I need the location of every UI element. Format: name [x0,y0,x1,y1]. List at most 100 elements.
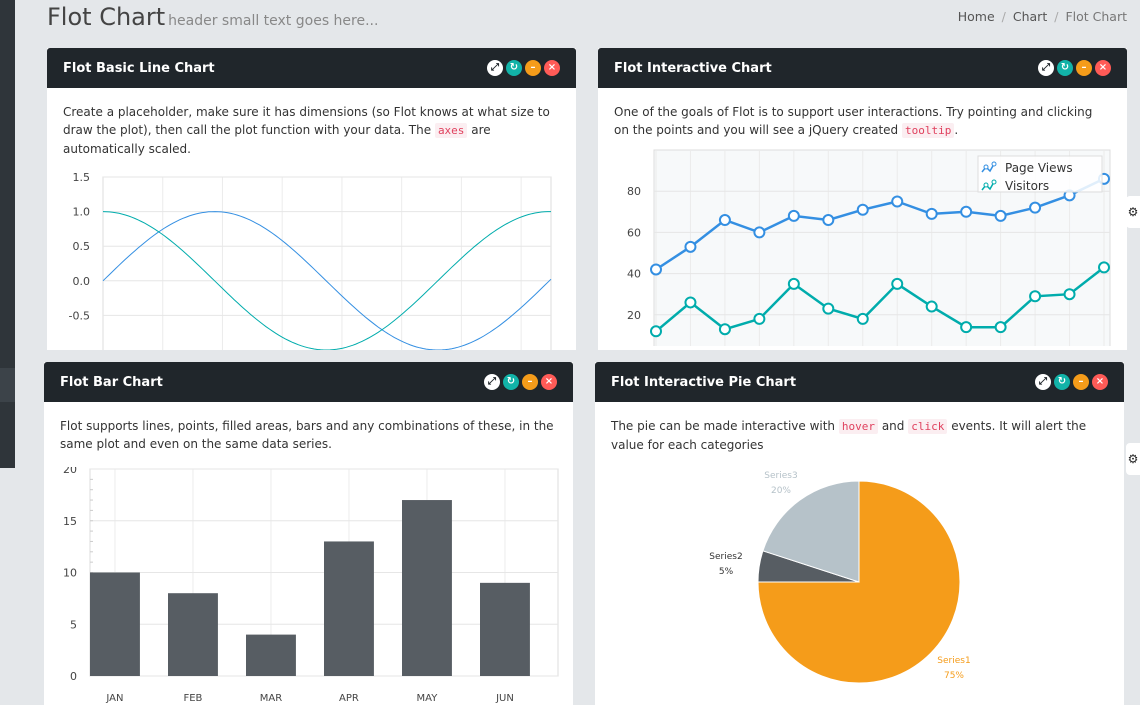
x-tick-label: APR [339,693,359,704]
desc-text: are automatically scaled. [63,123,491,156]
breadcrumb-chart[interactable]: Chart [1012,9,1048,24]
expand-icon[interactable]: ⤢ [1035,374,1051,390]
data-point [960,205,973,218]
desc-text: The pie can be made interactive with [611,419,836,433]
breadcrumb: Home / Chart / Flot Chart [958,9,1127,24]
data-point [925,300,938,313]
remove-icon[interactable]: × [1092,374,1108,390]
panel-title: Flot Basic Line Chart [63,60,215,76]
desc-text: Create a placeholder, make sure it has d… [63,105,550,137]
data-point [960,321,973,334]
reload-icon[interactable]: ↻ [1054,374,1070,390]
data-point [994,321,1007,334]
panel-basic-line-chart: Flot Basic Line Chart ⤢ ↻ – × Create a p… [47,48,576,350]
minimize-icon[interactable]: – [1076,60,1092,76]
panel-title: Flot Bar Chart [60,374,163,390]
y-tick-label: 0 [70,670,77,683]
sidebar-active-item[interactable] [0,368,15,402]
panel-header: Flot Interactive Chart ⤢ ↻ – × [598,48,1127,88]
data-point [650,263,662,276]
reload-icon[interactable]: ↻ [1057,60,1073,76]
y-tick-label: 80 [627,185,641,198]
legend-point [991,161,997,167]
panel-description: One of the goals of Flot is to support u… [614,103,1111,140]
y-tick-label: 1.5 [73,171,91,184]
panel-pie-chart: Flot Interactive Pie Chart ⤢ ↻ – × The p… [595,362,1124,705]
panel-title: Flot Interactive Chart [614,60,772,76]
breadcrumb-home[interactable]: Home [957,9,995,24]
bar-apr [324,541,374,676]
data-point [891,195,904,208]
data-point [684,296,697,309]
remove-icon[interactable]: × [544,60,560,76]
expand-icon[interactable]: ⤢ [484,374,500,390]
data-point [994,209,1007,222]
code-tooltip: tooltip [901,123,955,138]
x-tick-label: FEB [183,693,202,704]
data-point [753,226,766,239]
data-point [856,312,869,325]
data-point [1063,288,1076,301]
pie-slice-series3 [762,480,860,583]
panel-controls: ⤢ ↻ – × [1038,60,1111,76]
breadcrumb-current: Flot Chart [1065,9,1127,24]
legend-box [977,155,1103,193]
data-point [822,302,835,315]
bar-jan [90,572,140,676]
page-subtitle: header small text goes here... [168,13,379,29]
panel-description: Create a placeholder, make sure it has d… [63,103,560,158]
code-hover: hover [838,419,878,434]
data-point [684,240,697,253]
data-point [650,325,662,338]
gear-icon[interactable]: ⚙ [1126,196,1140,228]
reload-icon[interactable]: ↻ [506,60,522,76]
y-tick-label: 1.0 [73,206,91,219]
panel-controls: ⤢ ↻ – × [1035,374,1108,390]
minimize-icon[interactable]: – [522,374,538,390]
panel-controls: ⤢ ↻ – × [487,60,560,76]
legend-point [991,179,997,185]
y-tick-label: 20 [627,309,641,322]
data-point [891,277,904,290]
expand-icon[interactable]: ⤢ [1038,60,1054,76]
pie-label-value: 5% [719,567,734,577]
legend-label: Visitors [1005,179,1049,193]
expand-icon[interactable]: ⤢ [487,60,503,76]
legend-point [983,182,989,188]
minimize-icon[interactable]: – [1073,374,1089,390]
legend-line-icon [981,163,995,173]
gear-icon[interactable]: ⚙ [1126,443,1140,475]
bar-chart[interactable]: 20 15 10 5 0 JAN FEB MAR APR MAY JUN [60,467,560,705]
panel-header: Flot Interactive Pie Chart ⤢ ↻ – × [595,362,1124,402]
pie-chart[interactable]: Series1 75% Series2 5% Series3 20% [611,458,1111,705]
x-tick-label: MAR [260,693,282,704]
basic-line-chart[interactable]: 1.5 1.0 0.5 0.0 -0.5 [63,169,563,350]
code-axes: axes [434,123,468,138]
data-point [718,214,731,227]
remove-icon[interactable]: × [541,374,557,390]
panel-interactive-chart: Flot Interactive Chart ⤢ ↻ – × One of th… [598,48,1127,350]
y-tick-label: -0.5 [69,309,90,322]
reload-icon[interactable]: ↻ [503,374,519,390]
data-point [822,214,835,227]
y-tick-label: 5 [70,618,77,631]
panel-title: Flot Interactive Pie Chart [611,374,797,390]
bar-may [402,500,452,676]
bar-feb [168,593,218,676]
panel-description: Flot supports lines, points, filled area… [60,419,554,451]
data-point [753,312,766,325]
legend-label: Page Views [1005,161,1073,175]
desc-text: . [954,123,959,137]
minimize-icon[interactable]: – [525,60,541,76]
y-tick-label: 0.0 [73,275,91,288]
pie-label-name: Series1 [937,656,970,666]
data-point [787,277,800,290]
y-tick-label: 40 [627,268,641,281]
x-tick-label: JAN [105,693,123,704]
desc-text: events. It will alert the value for each… [611,419,1087,452]
plot-area [102,176,552,350]
data-point [1029,290,1042,303]
remove-icon[interactable]: × [1095,60,1111,76]
bar-mar [246,634,296,676]
